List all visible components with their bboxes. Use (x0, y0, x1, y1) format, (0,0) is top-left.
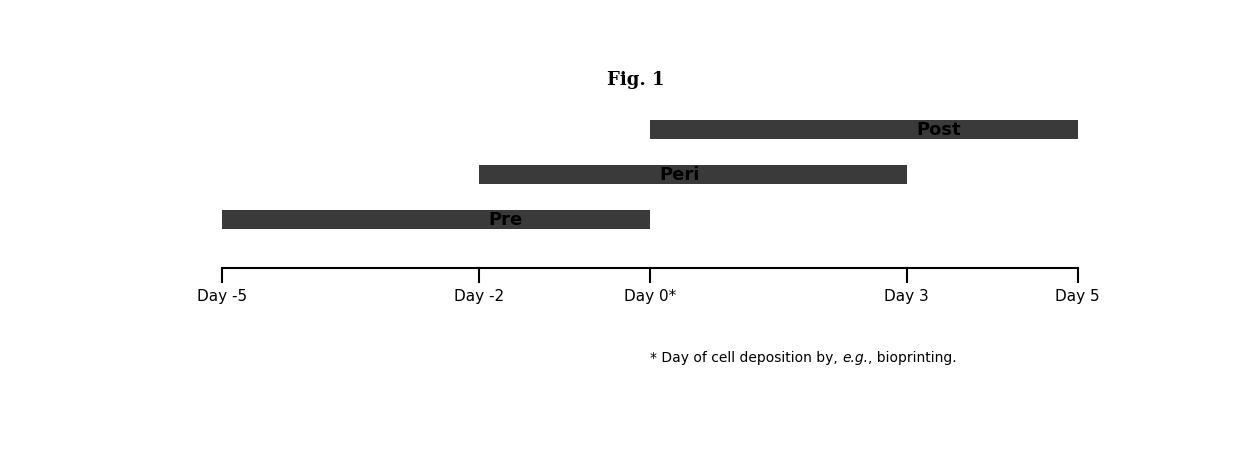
Bar (650, 165, 906, 185)
Bar (650, 120, 906, 140)
Text: e.g.: e.g. (842, 351, 868, 365)
Text: Day -2: Day -2 (454, 289, 503, 304)
Text: Pre: Pre (489, 211, 523, 229)
Text: Day 0*: Day 0* (624, 289, 676, 304)
Text: Peri: Peri (660, 166, 699, 184)
Text: , bioprinting.: , bioprinting. (868, 351, 957, 365)
Bar (479, 210, 650, 229)
Text: Post: Post (916, 121, 961, 139)
Text: Day -5: Day -5 (197, 289, 247, 304)
Text: Day 3: Day 3 (884, 289, 929, 304)
Text: Fig. 1: Fig. 1 (606, 71, 665, 89)
Bar (222, 210, 479, 229)
Text: * Day of cell deposition by,: * Day of cell deposition by, (650, 351, 842, 365)
Text: Day 5: Day 5 (1055, 289, 1100, 304)
Bar (906, 120, 1078, 140)
Bar (479, 165, 650, 185)
